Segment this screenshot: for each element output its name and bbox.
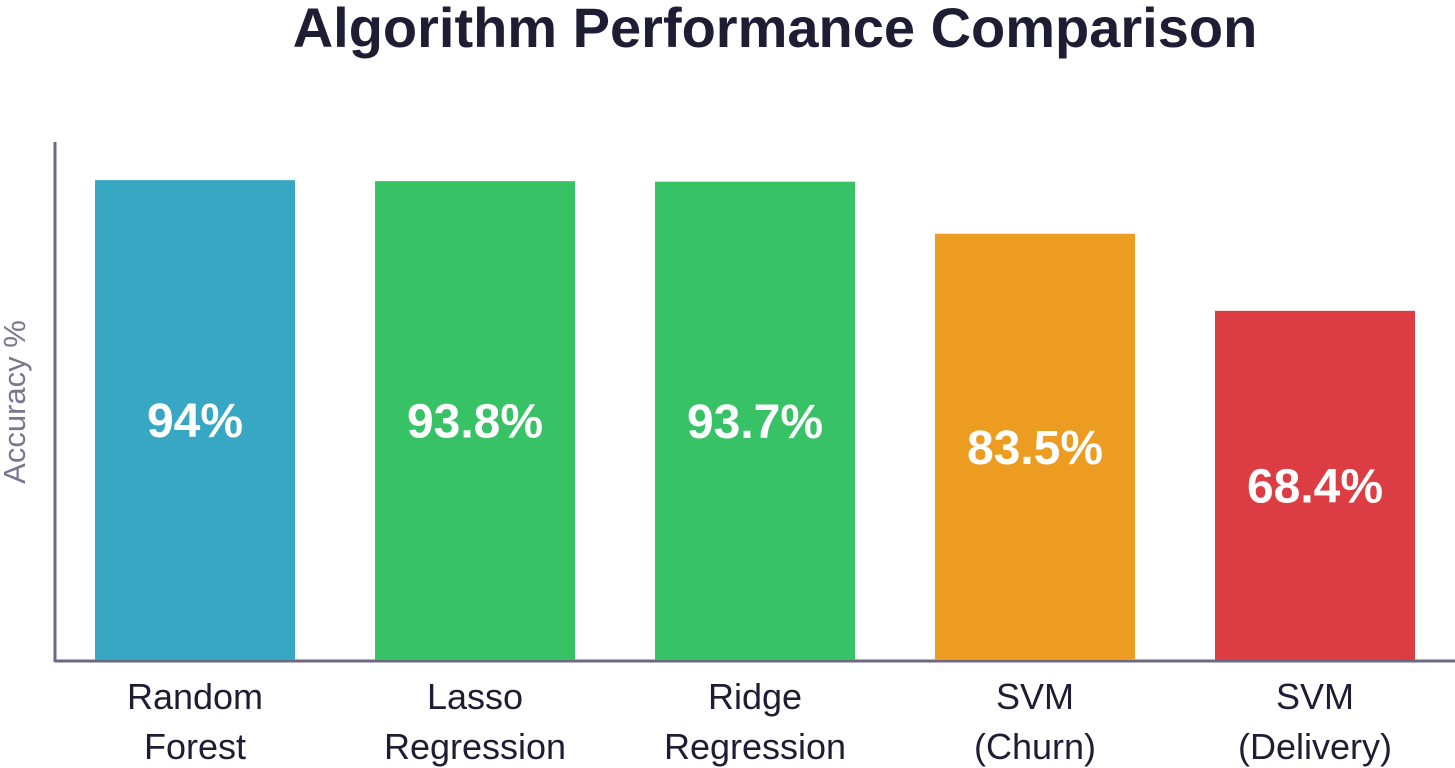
- x-tick-label-0-line-1: Forest: [144, 726, 246, 767]
- bar-value-label-2: 93.7%: [687, 396, 823, 449]
- value-labels-group: 94% 93.8% 93.7% 83.5% 68.4%: [147, 395, 1383, 513]
- chart-title: Algorithm Performance Comparison: [293, 0, 1258, 59]
- bar-4: [1215, 310, 1415, 660]
- bar-2: [655, 181, 855, 660]
- bar-value-label-0: 94%: [147, 395, 243, 448]
- x-tick-label-4-line-1: (Delivery): [1238, 726, 1392, 767]
- x-tick-label-0-line-0: Random: [127, 676, 263, 717]
- x-tick-labels-group: Random Forest Lasso Regression Ridge Regressi…: [127, 676, 1392, 767]
- bar-value-label-3: 83.5%: [967, 422, 1103, 475]
- x-tick-label-2-line-1: Regression: [664, 726, 846, 767]
- y-axis-label: Accuracy %: [0, 320, 32, 484]
- bar-value-label-4: 68.4%: [1247, 460, 1383, 513]
- x-tick-label-2-line-0: Ridge: [708, 676, 802, 717]
- x-tick-label-3-line-0: SVM: [996, 676, 1074, 717]
- x-tick-label-3-line-1: (Churn): [974, 726, 1096, 767]
- x-tick-label-1-line-1: Regression: [384, 726, 566, 767]
- bar-3: [935, 233, 1135, 661]
- bar-value-label-1: 93.8%: [407, 396, 543, 449]
- bar-1: [375, 181, 575, 660]
- x-tick-label-1-line-0: Lasso: [427, 676, 523, 717]
- x-tick-label-4-line-0: SVM: [1276, 676, 1354, 717]
- bar-0: [95, 180, 295, 660]
- bars-group: [95, 180, 1415, 661]
